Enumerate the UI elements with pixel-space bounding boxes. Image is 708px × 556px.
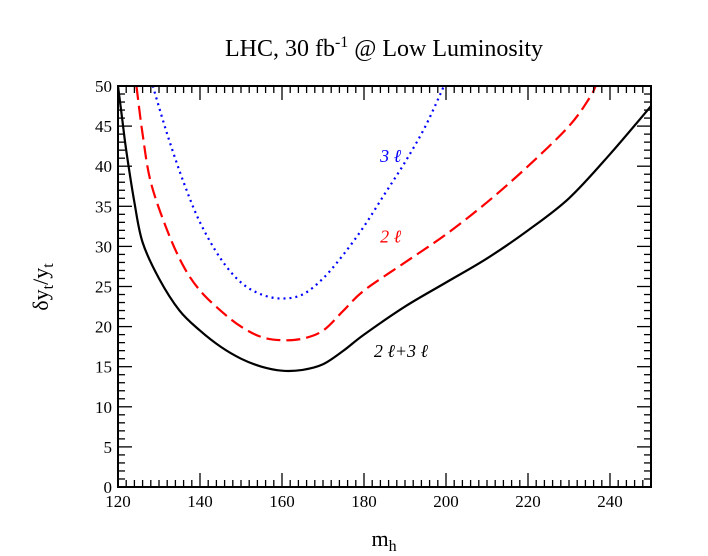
series-line-0	[151, 86, 445, 300]
y-tick-label: 10	[95, 398, 112, 417]
series-annotation-0: 3 ℓ	[379, 146, 402, 166]
tick-layer	[117, 85, 652, 488]
y-tick-label: 50	[95, 77, 112, 96]
x-tick-label: 140	[187, 492, 213, 511]
chart-title-superscript: -1	[335, 34, 348, 51]
y-tick-label: 20	[95, 318, 112, 337]
plot-frame	[117, 85, 652, 488]
series-line-1	[135, 86, 597, 342]
y-axis-label-sub2: t	[40, 263, 57, 268]
y-axis-label-slash: /	[28, 278, 53, 285]
x-tick-label: 240	[597, 492, 623, 511]
y-axis-label-y2: y	[28, 268, 53, 279]
tick-label-layer: 120 140 160 180 200 220 240 0 5 10 15 20 25 30 35 40 45 5…	[95, 77, 623, 511]
y-tick-label: 30	[95, 237, 112, 256]
y-tick-label: 45	[95, 117, 112, 136]
y-tick-label: 40	[95, 157, 112, 176]
x-axis-label: mh	[371, 526, 396, 555]
y-tick-label: 25	[95, 278, 112, 297]
series-line-2	[118, 86, 651, 373]
x-tick-label: 120	[105, 492, 131, 511]
chart-title: LHC, 30 fb-1 @ Low Luminosity	[225, 34, 543, 62]
x-tick-label: 200	[433, 492, 459, 511]
y-axis-label-y1: y	[28, 289, 53, 300]
annotation-layer: 3 ℓ 2 ℓ 2 ℓ+3 ℓ	[374, 146, 429, 361]
chart-title-prefix: LHC, 30 fb	[225, 36, 335, 62]
series-annotation-1: 2 ℓ	[380, 226, 402, 246]
x-tick-label: 220	[515, 492, 541, 511]
series-layer	[118, 86, 651, 373]
y-axis-label: δyt/yt	[28, 263, 57, 311]
x-axis-label-sub: h	[389, 538, 397, 555]
x-tick-label: 160	[269, 492, 295, 511]
y-tick-label: 0	[104, 478, 113, 497]
y-axis-label-sub1: t	[40, 284, 57, 289]
y-tick-label: 35	[95, 197, 112, 216]
series-annotation-2: 2 ℓ+3 ℓ	[374, 341, 429, 361]
chart-title-suffix: @ Low Luminosity	[348, 36, 543, 62]
x-axis-label-base: m	[371, 526, 388, 551]
x-tick-label: 180	[351, 492, 377, 511]
y-tick-label: 5	[104, 438, 113, 457]
y-tick-label: 15	[95, 358, 112, 377]
y-axis-label-delta: δ	[28, 300, 53, 310]
